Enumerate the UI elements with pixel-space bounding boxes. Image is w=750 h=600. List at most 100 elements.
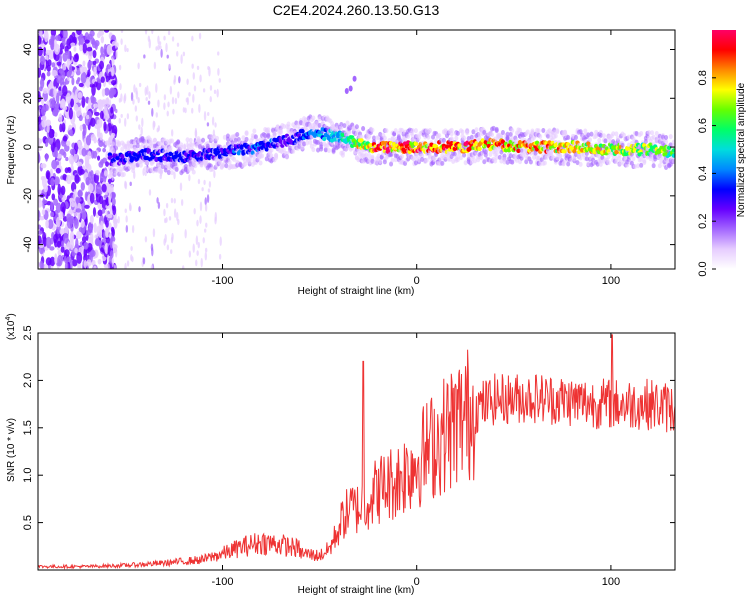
spectral-noise-cell [60,201,66,214]
spectral-halo-cell [159,169,164,175]
spectral-noise-cell [182,51,186,57]
spectral-halo-cell [497,154,502,160]
spectral-noise-cell [76,230,82,239]
spectral-noise-cell [106,44,113,56]
snr-x-axis: -100 0 100 [211,333,620,588]
spectral-halo-cell [614,131,619,137]
spectral-noise-cell [102,147,107,153]
spectral-noise-cell [150,243,154,252]
spectral-halo-cell [619,159,624,165]
spectral-halo-cell [222,134,227,140]
spectral-noise-cell [105,236,111,244]
spectral-halo-cell [553,133,558,139]
spectral-noise-cell [90,117,96,127]
spectral-halo-cell [168,147,173,153]
spectral-noise-cell [74,217,78,226]
spectral-halo-cell [646,130,651,136]
spectral-noise-cell [41,208,46,216]
spectral-noise-cell [38,224,42,230]
spectral-noise-cell [68,107,73,120]
spectral-noise-cell [78,44,83,52]
spectral-noise-cell [188,174,191,182]
spectral-noise-cell [50,177,55,187]
spectral-noise-cell [94,234,99,239]
spectral-noise-cell [148,189,152,196]
spectral-noise-cell [100,35,105,44]
spectral-halo-cell [665,157,670,163]
spectral-noise-cell [72,95,77,101]
spectral-feature-cell [352,75,357,82]
spectral-noise-cell [204,203,208,212]
spectral-noise-cell [67,167,72,173]
spectral-halo-cell [584,150,589,156]
spectral-halo-cell [308,139,313,145]
snr-panel: -100 0 100 0.5 1.0 1.5 2.0 2.5 Height of strai… [5,313,676,596]
spectral-noise-cell [75,237,79,250]
spectral-noise-cell [159,45,162,50]
spectral-noise-cell [197,241,200,249]
spectral-halo-cell [264,156,269,162]
spectral-noise-cell [98,195,104,205]
spectral-halo-cell [241,135,246,141]
spectral-noise-cell [88,112,93,119]
spectral-halo-cell [449,136,454,142]
spectral-ridge-cell [671,148,675,153]
spectral-noise-cell [50,201,54,211]
spectral-noise-cell [38,137,41,144]
spectral-halo-cell [255,138,260,144]
spectral-halo-cell [566,161,571,167]
spectral-halo-cell [370,158,375,164]
spectral-halo-cell [107,140,112,146]
spectral-noise-cell [203,228,207,233]
spectral-noise-cell [138,206,141,213]
spectral-noise-cell [120,113,123,118]
spectral-halo-cell [424,157,429,163]
spectral-halo-cell [454,135,459,141]
spectral-noise-cell [86,47,93,52]
spectral-noise-cell [45,170,51,180]
spectral-halo-cell [477,135,482,141]
spectral-noise-cell [145,96,148,102]
spectral-noise-cell [83,259,87,269]
spectral-halo-cell [393,128,398,134]
spectral-halo-cell [659,158,664,164]
spectral-ridge-cell [477,146,482,151]
spectral-halo-cell [566,135,571,141]
spectral-halo-cell [188,137,193,143]
spectral-noise-cell [126,113,130,120]
spectral-noise-cell [55,167,61,174]
spectral-noise-cell [213,170,216,179]
spectral-halo-cell [575,160,580,166]
spectral-noise-cell [99,60,105,70]
spectral-halo-cell [631,156,636,162]
spectral-halo-cell [354,124,359,130]
spectral-halo-cell [211,134,216,140]
spectral-noise-cell [62,52,68,62]
spectral-halo-cell [361,126,366,132]
spectral-noise-cell [70,42,76,47]
spectral-halo-cell [510,159,515,165]
spectral-noise-cell [49,168,54,178]
spectral-noise-cell [153,61,157,70]
spectral-noise-cell [62,135,68,142]
spectral-noise-cell [59,211,64,220]
spectral-noise-cell [155,112,158,118]
snr-series-line [38,334,675,570]
spectral-noise-cell [133,84,136,93]
spectral-noise-cell [99,110,104,120]
spectral-noise-cell [205,222,208,228]
spectral-noise-cell [92,60,97,65]
spectral-noise-cell [157,125,161,132]
spectral-noise-cell [81,96,86,108]
spectral-halo-cell [291,148,296,154]
spectral-halo-cell [110,147,115,153]
spectral-noise-cell [43,184,49,193]
spectral-noise-cell [55,202,62,214]
y-tick-label: 0.5 [22,515,34,530]
spectral-halo-cell [524,159,529,165]
spectral-halo-cell [542,160,547,166]
spectral-noise-cell [214,122,217,128]
spectrogram-y-label: Frequency (Hz) [6,116,17,185]
spectral-noise-cell [160,48,163,58]
spectral-halo-cell [413,160,418,166]
